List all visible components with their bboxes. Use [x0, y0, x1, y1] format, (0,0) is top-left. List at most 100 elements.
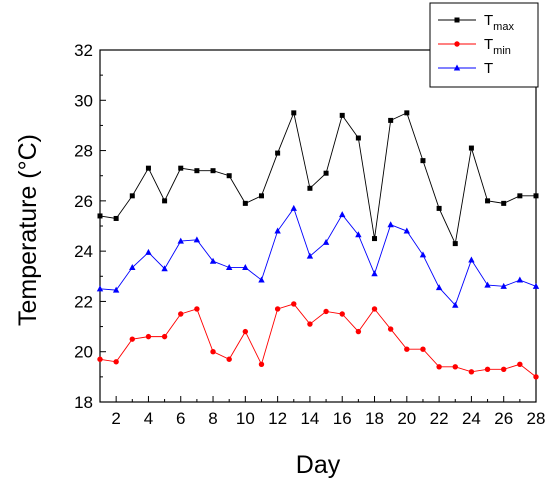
data-point [145, 333, 152, 340]
data-point [226, 356, 232, 362]
x-tick-label: 26 [494, 409, 513, 428]
data-point [225, 263, 233, 270]
data-point [404, 110, 410, 116]
data-point [113, 359, 119, 365]
data-point [468, 256, 475, 263]
data-point [468, 369, 475, 375]
data-point [388, 117, 394, 123]
series-line [99, 111, 536, 246]
data-point [306, 252, 314, 259]
legend-marker [453, 64, 461, 71]
x-tick-label: 2 [111, 409, 120, 428]
data-point [97, 356, 103, 362]
x-tick-label: 8 [208, 409, 217, 428]
legend-marker [454, 17, 460, 23]
data-point [501, 366, 507, 373]
legend-label: Tmax [484, 12, 514, 33]
x-tick-label: 4 [144, 409, 153, 428]
data-point [274, 306, 281, 312]
data-point [194, 306, 200, 312]
x-tick-label: 22 [430, 409, 449, 428]
data-point [355, 328, 362, 335]
plot-frame [99, 49, 537, 403]
data-point [387, 221, 394, 228]
data-point [484, 366, 491, 373]
x-tick-label: 16 [333, 409, 352, 428]
data-point [161, 333, 168, 340]
x-tick-label: 24 [462, 409, 481, 428]
y-tick-label: 30 [74, 91, 93, 110]
data-point [323, 170, 329, 176]
data-point [162, 198, 168, 204]
legend-label: Tmin [484, 36, 511, 57]
y-tick-label: 28 [74, 142, 93, 161]
data-point [275, 150, 281, 156]
data-point [485, 198, 491, 204]
data-point [355, 231, 362, 238]
data-point [307, 185, 313, 191]
data-point [210, 168, 216, 174]
x-axis-title: Day [296, 451, 341, 479]
data-point [420, 346, 426, 352]
data-point [178, 311, 184, 317]
data-point [97, 213, 103, 219]
data-point [500, 282, 507, 289]
x-tick-label: 20 [397, 409, 416, 428]
x-tick-label: 12 [268, 409, 287, 428]
data-point [242, 328, 249, 335]
data-point [517, 361, 523, 367]
x-tick-label: 6 [176, 409, 185, 428]
data-point [274, 227, 281, 234]
data-point [322, 238, 330, 245]
data-point [177, 237, 184, 244]
data-point [452, 364, 458, 370]
series-t-min [97, 301, 539, 380]
data-point [145, 165, 151, 171]
series-line [99, 303, 537, 378]
data-point [291, 110, 297, 116]
data-point [517, 193, 523, 199]
data-point [436, 364, 442, 370]
data-point [193, 236, 201, 243]
data-point [258, 193, 264, 199]
data-point [323, 308, 329, 315]
x-tick-label: 28 [527, 409, 546, 428]
series-layer [96, 110, 540, 380]
y-tick-label: 20 [74, 343, 93, 362]
data-point [452, 241, 458, 247]
data-point [96, 285, 104, 292]
y-tick-label: 32 [74, 41, 93, 60]
data-point [129, 193, 135, 199]
x-tick-label: 18 [365, 409, 384, 428]
data-point [419, 251, 427, 258]
data-point [258, 276, 265, 283]
data-point [533, 193, 539, 199]
data-point [371, 270, 378, 277]
legend-label: T [484, 60, 493, 77]
data-point [355, 135, 361, 141]
data-point [532, 282, 540, 289]
y-tick-label: 26 [74, 192, 93, 211]
series-line [99, 207, 537, 307]
data-point [242, 200, 248, 206]
data-point [209, 257, 217, 264]
data-point [129, 336, 135, 342]
data-point [404, 346, 410, 352]
data-point [468, 145, 474, 151]
data-point [516, 276, 524, 283]
data-point [226, 173, 232, 179]
x-tick-label: 14 [300, 409, 319, 428]
data-point [436, 205, 442, 211]
data-point [372, 236, 378, 242]
data-point [112, 286, 120, 293]
y-axis-title: Temperature (°C) [14, 134, 42, 326]
data-point [339, 211, 346, 218]
data-point [501, 200, 507, 206]
y-tick-label: 24 [74, 242, 93, 261]
y-tick-label: 18 [74, 393, 93, 412]
legend-marker [454, 41, 460, 47]
data-point [113, 215, 119, 221]
data-point [307, 321, 313, 327]
